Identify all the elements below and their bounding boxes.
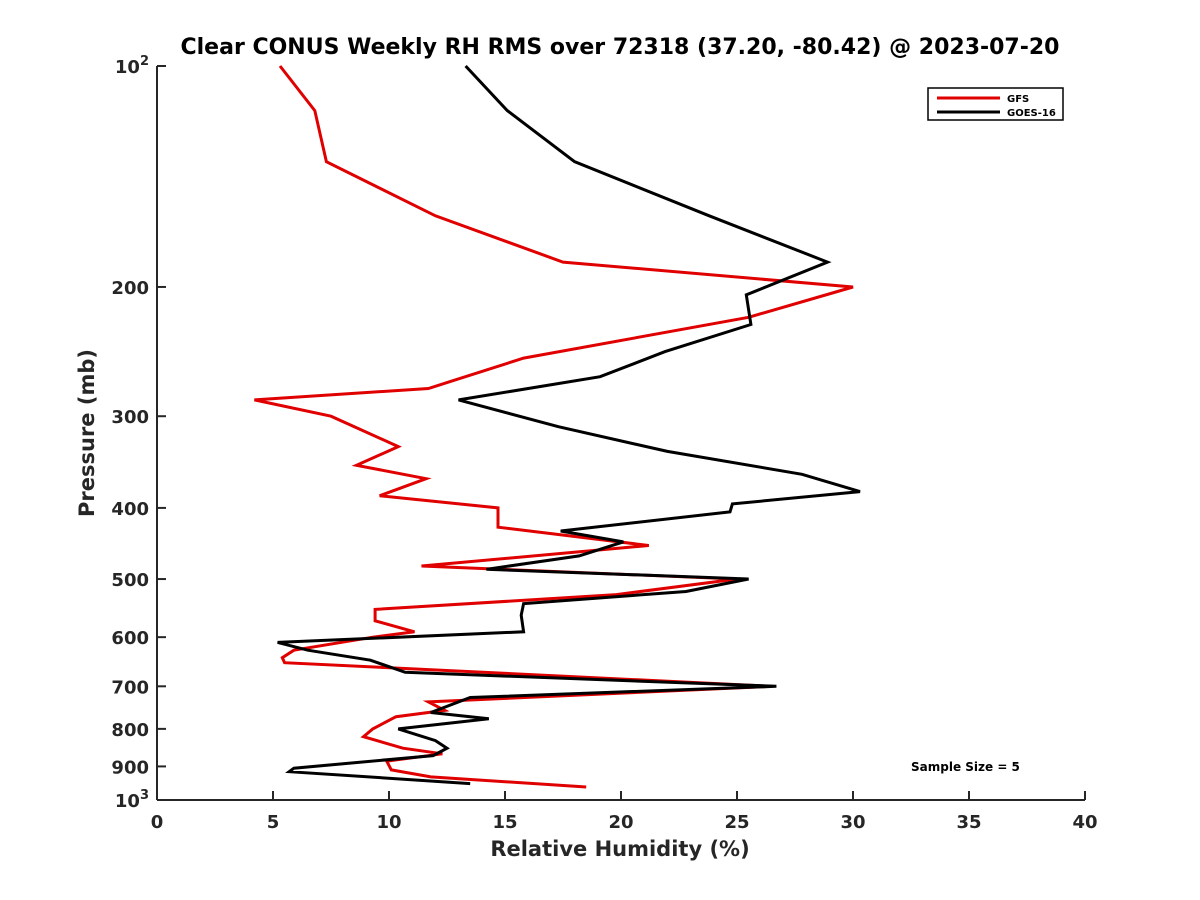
x-tick-label: 10 (376, 812, 401, 833)
x-tick-label: 40 (1072, 812, 1097, 833)
x-tick-label: 25 (724, 812, 749, 833)
chart-title: Clear CONUS Weekly RH RMS over 72318 (37… (181, 35, 1060, 60)
x-tick-label: 15 (492, 812, 517, 833)
series-line-1 (254, 65, 854, 789)
y-tick-label: 200 (111, 278, 149, 299)
y-tick-label: 500 (111, 570, 149, 591)
y-tick-label: 900 (111, 757, 149, 778)
legend: GFS GOES-16 (927, 87, 1064, 121)
y-tick-label: 400 (111, 499, 149, 520)
x-tick-label: 30 (840, 812, 865, 833)
series-line-2 (277, 64, 861, 786)
y-tick-label: 103 (115, 788, 149, 812)
x-tick-label: 20 (608, 812, 633, 833)
series-layer (254, 64, 861, 789)
y-axis-label: Pressure (mb) (75, 349, 99, 517)
legend-label-2: GOES-16 (1007, 108, 1056, 119)
x-axis-label: Relative Humidity (%) (490, 837, 749, 861)
axes-layer (156, 66, 1085, 801)
x-tick-label: 35 (956, 812, 981, 833)
y-tick-label: 600 (111, 628, 149, 649)
legend-label-1: GFS (1007, 94, 1029, 105)
ticks-layer: 0 5 10 15 20 25 30 35 40 102 200 300 400 500 600 700 800… (111, 54, 1097, 833)
x-tick-label: 5 (267, 812, 280, 833)
y-tick-label: 102 (115, 54, 149, 78)
y-tick-label: 800 (111, 720, 149, 741)
legend-box (927, 87, 1064, 121)
y-tick-label: 700 (111, 677, 149, 698)
sample-size-annotation: Sample Size = 5 (911, 760, 1020, 774)
x-tick-label: 0 (151, 812, 164, 833)
y-tick-label: 300 (111, 407, 149, 428)
